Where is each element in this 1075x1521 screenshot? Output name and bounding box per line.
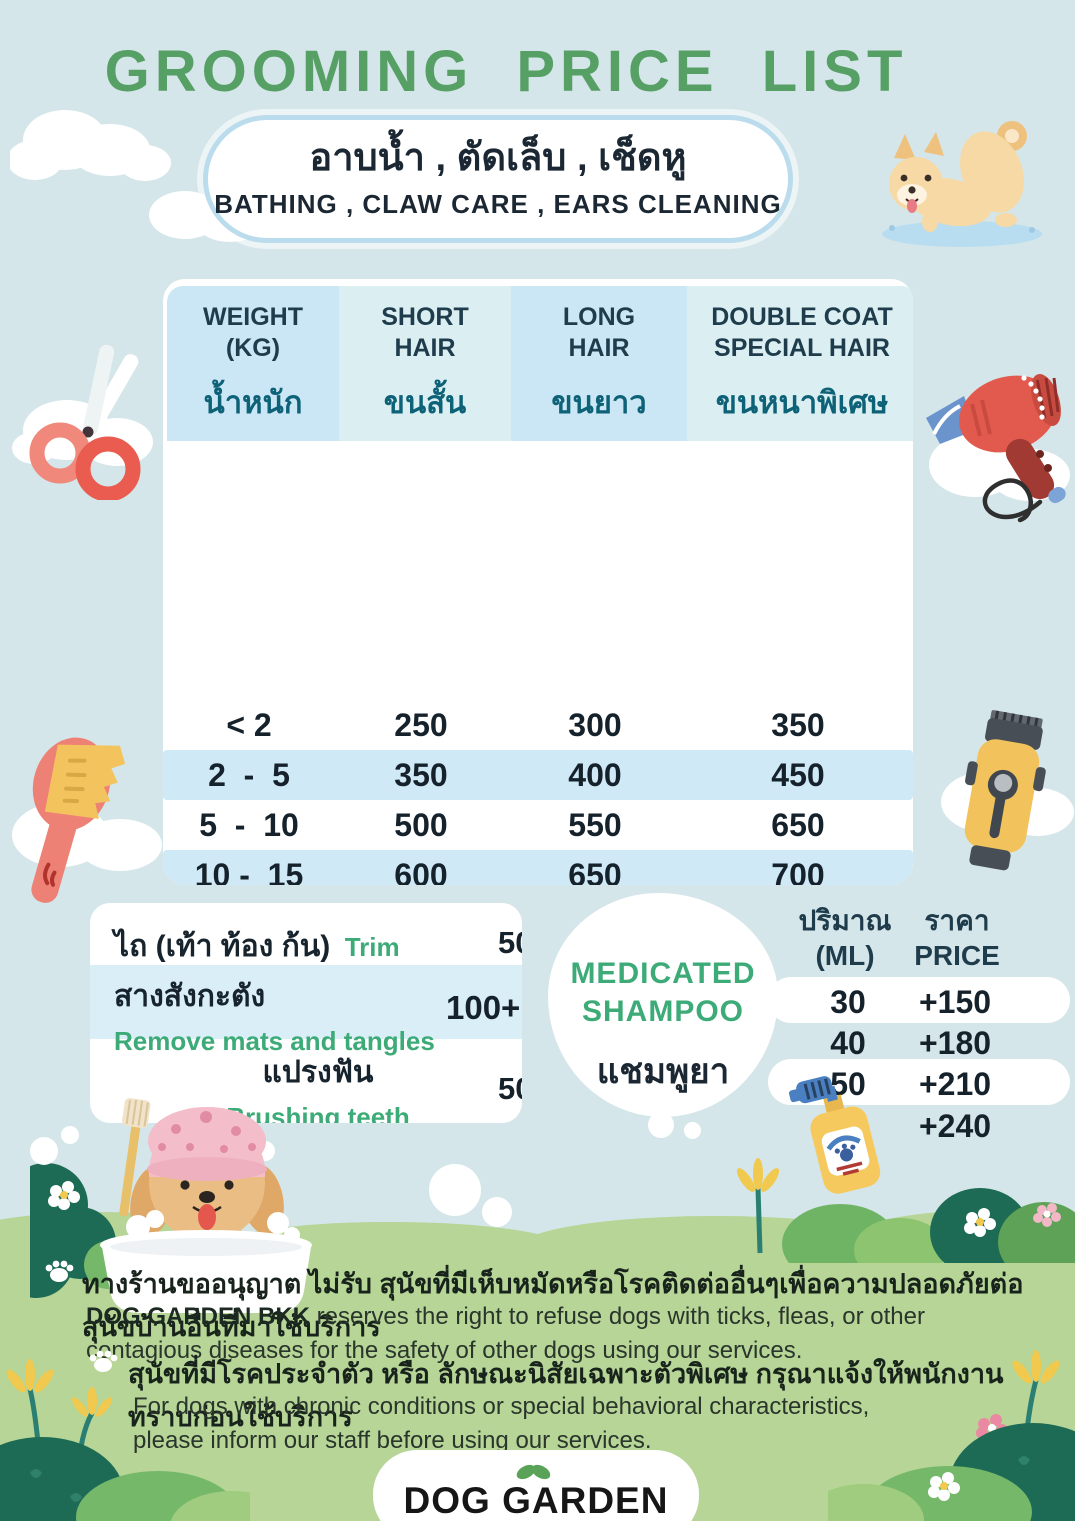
ml-price: +240 xyxy=(918,1108,992,1144)
price-table-body: < 2 250 300 350 2 - 5 350 400 450 5 - 10 500 550… xyxy=(163,700,913,885)
header-double-coat: DOUBLE COAT SPECIAL HAIR ขนหนาพิเศษ xyxy=(687,286,913,441)
subtitle-english: BATHING , CLAW CARE , EARS CLEANING xyxy=(214,188,782,219)
note1-english: DOG GARDEN BKK reserves the right to ref… xyxy=(86,1303,925,1364)
ml-volume-header: ปริมาณ (ML) xyxy=(798,905,892,971)
extra-services-card: ไถ (เท้า ท้อง ก้น) Trim 50+ สางสังกะตัง … xyxy=(90,903,522,1123)
pink-flower xyxy=(1033,1203,1061,1227)
extra-row-trim: ไถ (เท้า ท้อง ก้น) Trim xyxy=(114,930,400,963)
page-title: GROOMING PRICE LIST xyxy=(104,39,908,104)
note1-thai: ทางร้านขออนุญาต ไม่รับ สุนัขที่มีเห็บหมั… xyxy=(82,1269,1024,1342)
table-row: < 2 250 300 350 xyxy=(226,706,825,743)
scissors-icon xyxy=(29,344,141,500)
ml-price: +150 xyxy=(918,984,992,1020)
subtitle-thai: อาบน้ำ , ตัดเล็บ , เช็ดหู xyxy=(309,137,687,179)
brand-name: DOG GARDEN BKK xyxy=(86,1303,311,1330)
teeth-price: 50+ xyxy=(498,1071,522,1106)
dog-in-bathtub-illustration xyxy=(30,1098,312,1313)
ml-value: 30 xyxy=(830,984,866,1020)
table-row: 5 - 10 500 550 650 xyxy=(199,806,825,843)
ml-value: 40 xyxy=(830,1025,866,1061)
mats-price: 100+ xyxy=(446,989,521,1026)
note2-thai: สุนัขที่มีโรคประจำตัว หรือ ลักษณะนิสัยเฉ… xyxy=(128,1359,1004,1432)
paw-icon xyxy=(89,1350,118,1372)
table-row: 2 - 5 350 400 450 xyxy=(163,750,913,800)
table-row: 10 - 15 600 650 700 xyxy=(163,850,913,885)
extra-row-band xyxy=(90,965,522,1039)
note2-english: For dogs with chronic conditions or spec… xyxy=(133,1393,870,1454)
hair-dryer-icon xyxy=(926,374,1066,523)
clipper-icon xyxy=(964,710,1046,871)
bush-cluster xyxy=(736,1158,1075,1263)
price-table: WEIGHT (KG) น้ำหนัก SHORT HAIR ขนสั้น LO… xyxy=(163,279,913,885)
sprout-icon xyxy=(516,1464,551,1480)
brush-icon xyxy=(31,737,126,903)
white-flower xyxy=(928,1472,960,1501)
trim-price: 50+ xyxy=(498,925,522,960)
logo-badge: DOG GARDEN BKK xyxy=(373,1450,699,1521)
subtitle-banner: อาบน้ำ , ตัดเล็บ , เช็ดหู BATHING , CLAW… xyxy=(203,115,793,243)
logo-text: DOG GARDEN BKK xyxy=(403,1480,669,1521)
white-flower xyxy=(48,1181,80,1210)
price-table-header: WEIGHT (KG) น้ำหนัก SHORT HAIR ขนสั้น LO… xyxy=(167,286,913,441)
bubble-dot xyxy=(648,1112,674,1138)
ml-price: +210 xyxy=(918,1066,992,1102)
header-short-hair: SHORT HAIR ขนสั้น xyxy=(339,286,511,441)
medicated-shampoo-thai: แชมพูยา xyxy=(596,1052,730,1091)
bush-cluster xyxy=(0,1359,250,1521)
ml-price-header: ราคา PRICE xyxy=(914,905,1000,971)
extra-row-teeth: แปรงฟัน Brushing teeth xyxy=(226,1056,410,1123)
ml-price: +180 xyxy=(918,1025,992,1061)
medicated-shampoo-title: MEDICATED SHAMPOO xyxy=(570,957,756,1028)
bubble xyxy=(429,1164,512,1227)
shiba-dog-illustration xyxy=(882,121,1042,247)
extra-row-mats: สางสังกะตัง Remove mats and tangles xyxy=(114,980,435,1056)
medicated-shampoo-bubble: MEDICATED SHAMPOO แชมพูยา xyxy=(548,893,778,1117)
header-weight: WEIGHT (KG) น้ำหนัก xyxy=(167,286,339,441)
shampoo-bottle-icon xyxy=(789,1076,881,1194)
white-flower xyxy=(964,1208,996,1237)
bubble-dot xyxy=(684,1122,701,1139)
cloud xyxy=(10,110,171,181)
header-long-hair: LONG HAIR ขนยาว xyxy=(511,286,687,441)
ml-row-pill xyxy=(768,977,1070,1023)
bush-cluster xyxy=(828,1350,1075,1521)
paw-icon xyxy=(45,1260,74,1282)
